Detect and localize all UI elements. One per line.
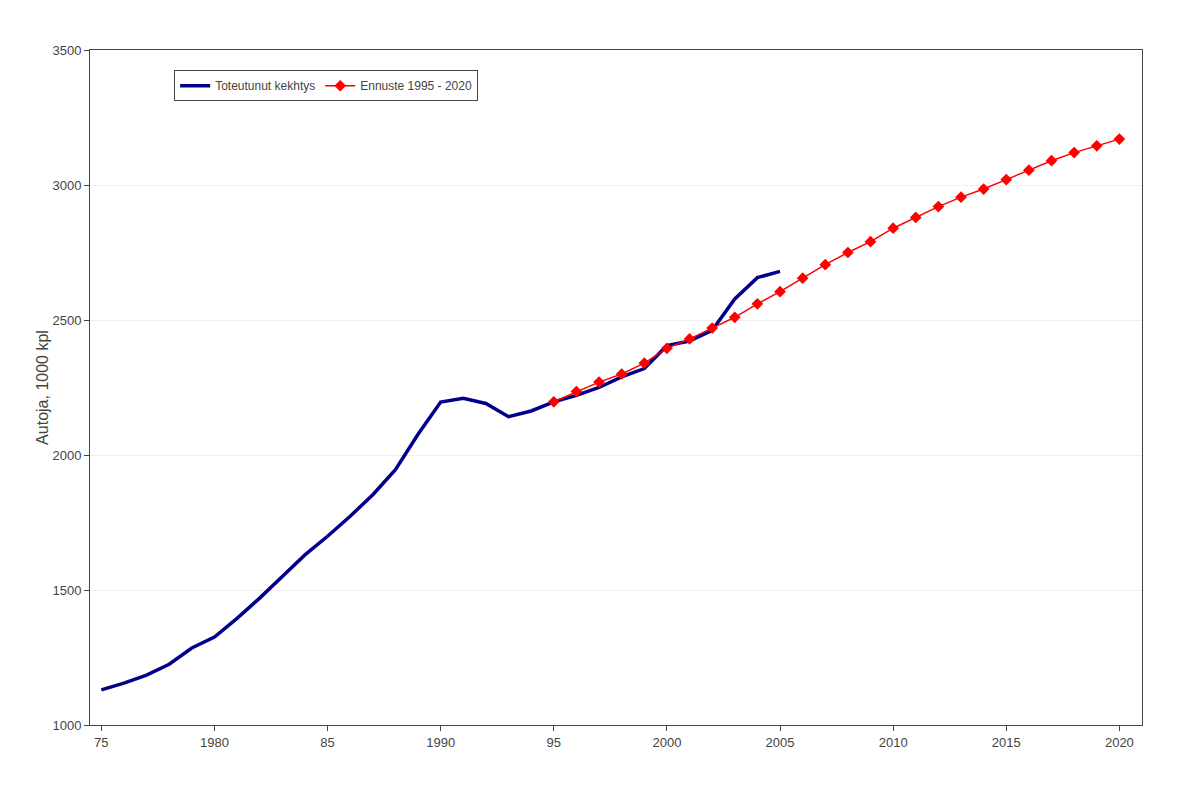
svg-text:2000: 2000	[52, 448, 81, 463]
svg-text:2015: 2015	[992, 735, 1021, 750]
svg-text:Ennuste 1995 - 2020: Ennuste 1995 - 2020	[360, 79, 472, 93]
svg-text:Autoja, 1000 kpl: Autoja, 1000 kpl	[34, 330, 51, 445]
svg-text:3000: 3000	[52, 178, 81, 193]
svg-text:2010: 2010	[879, 735, 908, 750]
svg-text:95: 95	[547, 735, 561, 750]
svg-text:75: 75	[94, 735, 108, 750]
svg-text:1980: 1980	[200, 735, 229, 750]
svg-text:1500: 1500	[52, 583, 81, 598]
svg-text:2500: 2500	[52, 313, 81, 328]
svg-text:2020: 2020	[1105, 735, 1134, 750]
svg-text:Toteutunut kekhtys: Toteutunut kekhtys	[215, 79, 315, 93]
svg-text:2000: 2000	[652, 735, 681, 750]
svg-text:85: 85	[320, 735, 334, 750]
svg-text:1990: 1990	[426, 735, 455, 750]
svg-text:3500: 3500	[52, 43, 81, 58]
svg-text:2005: 2005	[766, 735, 795, 750]
svg-text:1000: 1000	[52, 718, 81, 733]
